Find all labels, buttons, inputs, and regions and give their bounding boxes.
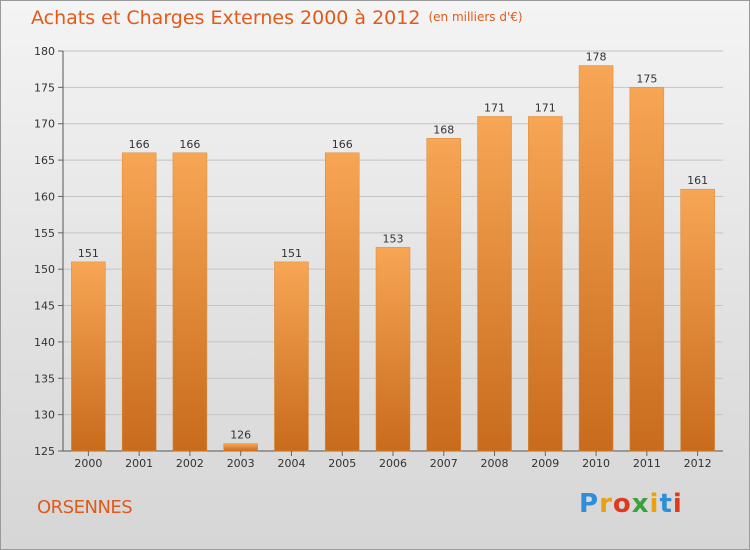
bar-2001 [121, 152, 157, 452]
logo-letter: i [649, 489, 660, 519]
bar-2010 [578, 65, 614, 452]
chart-subtitle: (en milliers d'€) [428, 10, 523, 24]
logo-letter: t [659, 489, 673, 519]
bar-2007 [426, 138, 462, 452]
y-tick-label: 130 [34, 409, 55, 422]
bar-2006 [375, 247, 411, 452]
logo-letter: r [599, 489, 613, 519]
x-tick-label-2005: 2005 [328, 457, 356, 470]
y-tick-labels: 125 130 135 140 145 150 155 160 165 170 175 180 [34, 45, 55, 458]
bar-2003 [223, 443, 258, 452]
y-tick-label: 170 [34, 118, 55, 131]
x-tick-label-2001: 2001 [125, 457, 153, 470]
value-label-2000: 151 [78, 247, 99, 260]
logo-letter: o [612, 489, 632, 519]
x-tick-label-2004: 2004 [277, 457, 305, 470]
y-tick-label: 135 [34, 372, 55, 385]
value-label-2002: 166 [179, 138, 200, 151]
value-labels: 151 166 166 126 151 166 153 168 171 171 178 175 161 [78, 51, 708, 442]
value-label-2003: 126 [230, 429, 251, 442]
y-tick-label: 145 [34, 300, 55, 313]
logo-letter: P [579, 489, 600, 519]
bar-2000 [71, 261, 106, 452]
value-label-2001: 166 [129, 138, 150, 151]
proxiti-logo: Proxiti [579, 489, 683, 519]
value-label-2012: 161 [687, 174, 708, 187]
logo-letter: x [631, 489, 650, 519]
bar-2011 [629, 87, 665, 452]
x-tick-label-2003: 2003 [227, 457, 255, 470]
logo-letter: i [672, 489, 683, 519]
chart-title-text: Achats et Charges Externes 2000 à 2012 [31, 7, 421, 29]
y-tick-label: 140 [34, 336, 55, 349]
y-tick-label: 150 [34, 263, 55, 276]
y-tick-label: 155 [34, 227, 55, 240]
value-label-2007: 168 [433, 123, 454, 136]
x-tick-label-2007: 2007 [430, 457, 458, 470]
x-tick-label-2000: 2000 [74, 457, 102, 470]
x-tick-label-2002: 2002 [176, 457, 204, 470]
chart-title: Achats et Charges Externes 2000 à 2012 (e… [31, 7, 523, 29]
commune-name: ORSENNES [37, 497, 133, 518]
bars [71, 65, 715, 452]
bar-2005 [324, 152, 360, 452]
x-tick-label-2011: 2011 [633, 457, 661, 470]
value-label-2005: 166 [332, 138, 353, 151]
x-tick-label-2009: 2009 [531, 457, 559, 470]
value-label-2004: 151 [281, 247, 302, 260]
x-tick-label-2008: 2008 [481, 457, 509, 470]
x-tick-label-2006: 2006 [379, 457, 407, 470]
bar-2009 [528, 116, 563, 452]
y-tick-label: 165 [34, 154, 55, 167]
value-label-2008: 171 [484, 101, 505, 114]
x-tick-label-2012: 2012 [684, 457, 712, 470]
value-label-2010: 178 [586, 51, 607, 64]
y-tick-label: 180 [34, 45, 55, 58]
value-label-2011: 175 [636, 72, 657, 85]
y-tick-label: 125 [34, 445, 55, 458]
bar-2008 [477, 116, 512, 452]
y-tick-label: 160 [34, 190, 55, 203]
bar-2004 [274, 261, 309, 452]
bar-2012 [680, 188, 715, 452]
x-tick-label-2010: 2010 [582, 457, 610, 470]
y-tick-label: 175 [34, 81, 55, 94]
x-tick-labels: 2000 2001 2002 2003 2004 2005 2006 2007 2008 2009… [74, 451, 712, 470]
value-label-2009: 171 [535, 101, 556, 114]
value-label-2006: 153 [383, 232, 404, 245]
bar-2002 [172, 152, 208, 452]
